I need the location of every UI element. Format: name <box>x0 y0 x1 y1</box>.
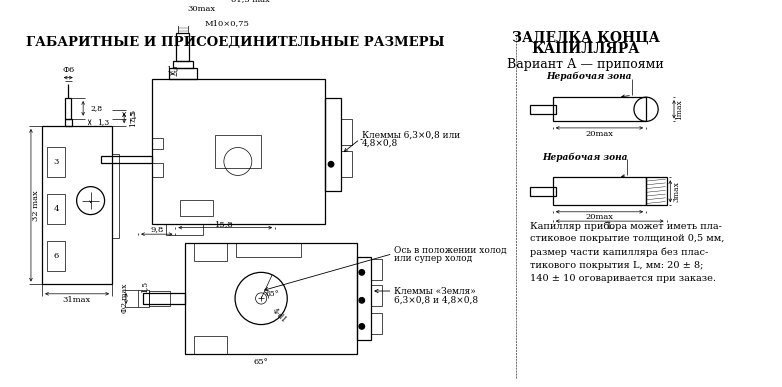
Bar <box>112 154 120 238</box>
Bar <box>553 177 646 205</box>
Text: 20max: 20max <box>586 213 613 221</box>
Text: 4,8×0,8: 4,8×0,8 <box>362 138 398 147</box>
Text: или супер холод: или супер холод <box>394 254 472 263</box>
Text: 20max: 20max <box>586 130 613 137</box>
Bar <box>152 163 163 177</box>
Bar <box>553 97 646 122</box>
Text: Нерабочая зона: Нерабочая зона <box>547 72 632 81</box>
Text: 31max: 31max <box>63 296 91 304</box>
Text: ЗАДЕЛКА КОНЦА: ЗАДЕЛКА КОНЦА <box>511 31 659 45</box>
Bar <box>42 126 112 284</box>
Text: Ф2 max: Ф2 max <box>121 284 129 313</box>
Text: Клеммы «Земля»: Клеммы «Земля» <box>394 286 476 296</box>
Bar <box>143 293 185 304</box>
Bar <box>194 336 227 354</box>
Text: 65°: 65° <box>266 290 279 298</box>
Circle shape <box>328 161 334 167</box>
Bar <box>166 224 203 235</box>
Text: 5,5: 5,5 <box>128 109 137 121</box>
Text: Клеммы 6,3×0,8 или: Клеммы 6,3×0,8 или <box>362 131 460 140</box>
Bar <box>341 118 353 145</box>
Text: 6,3×0,8 и 4,8×0,8: 6,3×0,8 и 4,8×0,8 <box>394 296 479 305</box>
Bar <box>371 286 382 306</box>
Bar <box>149 291 170 306</box>
Bar <box>101 156 152 163</box>
Bar <box>66 98 71 118</box>
Bar <box>214 135 261 168</box>
Bar <box>529 104 556 114</box>
Bar <box>178 14 188 33</box>
Text: 3: 3 <box>53 158 59 166</box>
Circle shape <box>359 298 364 303</box>
Text: 4: 4 <box>53 205 59 213</box>
Bar <box>185 243 357 354</box>
Text: 1max: 1max <box>676 99 683 120</box>
Text: 65°: 65° <box>254 358 268 366</box>
Text: 1,3: 1,3 <box>97 118 109 126</box>
Bar <box>169 68 197 79</box>
Bar <box>64 118 72 126</box>
Text: Нерабочая зона: Нерабочая зона <box>542 152 627 161</box>
Bar <box>138 290 149 307</box>
Text: 3max: 3max <box>672 181 680 202</box>
Bar <box>325 98 341 191</box>
Text: 1,5: 1,5 <box>167 65 178 73</box>
Bar <box>180 200 213 216</box>
Text: Ф6: Ф6 <box>62 66 74 74</box>
Bar <box>371 313 382 334</box>
Text: Вариант А — припоями: Вариант А — припоями <box>507 58 664 71</box>
Text: 6: 6 <box>53 252 59 260</box>
Circle shape <box>359 270 364 275</box>
Circle shape <box>359 324 364 329</box>
Bar <box>47 194 66 224</box>
Text: 61,5 max: 61,5 max <box>231 0 269 3</box>
Text: 4-d1: 4-d1 <box>271 307 289 324</box>
Text: L: L <box>606 222 613 231</box>
Bar <box>236 243 301 257</box>
Text: 1,5: 1,5 <box>141 281 149 293</box>
Text: 15,8: 15,8 <box>215 220 234 228</box>
Text: КАПИЛЛЯРА: КАПИЛЛЯРА <box>531 42 640 56</box>
Bar <box>152 138 163 149</box>
Bar <box>152 79 325 224</box>
Bar <box>371 259 382 280</box>
Text: ГАБАРИТНЫЕ И ПРИСОЕДИНИТЕЛЬНЫЕ РАЗМЕРЫ: ГАБАРИТНЫЕ И ПРИСОЕДИНИТЕЛЬНЫЕ РАЗМЕРЫ <box>27 36 445 49</box>
Text: 2,8: 2,8 <box>91 104 102 112</box>
Text: 30max: 30max <box>188 5 216 13</box>
Text: Ось в положении холод: Ось в положении холод <box>394 245 507 255</box>
Text: 32 max: 32 max <box>31 190 40 221</box>
Bar <box>47 147 66 177</box>
Text: 9,8: 9,8 <box>150 226 163 233</box>
Bar <box>529 187 556 196</box>
Bar <box>177 33 189 61</box>
Bar <box>173 61 193 68</box>
Text: 17,5: 17,5 <box>128 110 137 127</box>
Bar <box>341 151 353 177</box>
Bar <box>194 243 227 261</box>
Text: Капилляр прибора может иметь пла-
стиковое покрытие толщиной 0,5 мм,
размер част: Капилляр прибора может иметь пла- стиков… <box>529 221 724 283</box>
Bar <box>646 177 666 205</box>
Text: M10×0,75: M10×0,75 <box>204 19 249 27</box>
Bar <box>47 241 66 271</box>
Bar <box>357 257 371 341</box>
